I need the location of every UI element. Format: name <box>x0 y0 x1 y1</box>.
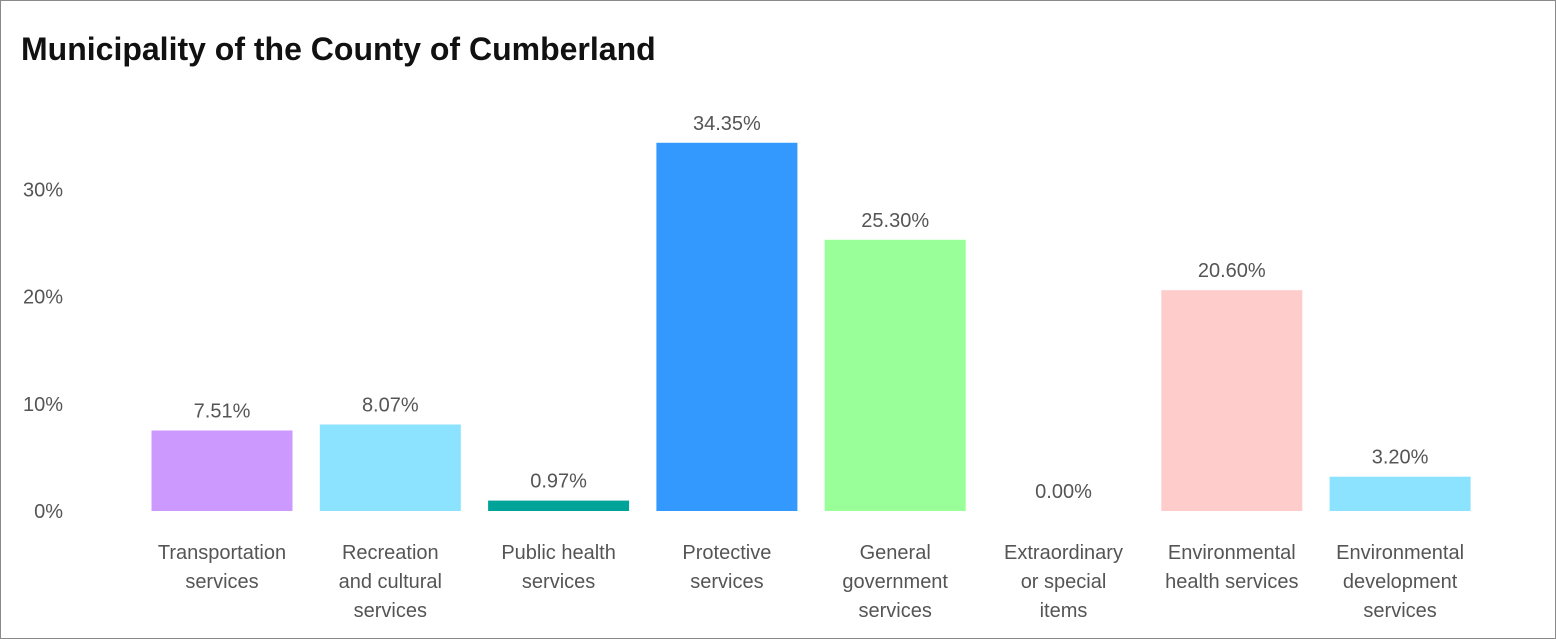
x-tick-label: Recreation <box>342 542 439 564</box>
x-tick-label: Protective <box>682 542 771 564</box>
x-tick-label: Environmental <box>1336 542 1464 564</box>
x-tick-label: Public health <box>501 542 616 564</box>
y-tick-label: 30% <box>23 179 63 201</box>
x-tick-label: Transportation <box>158 542 286 564</box>
data-label: 34.35% <box>693 113 761 135</box>
x-tick-label: health services <box>1165 571 1298 593</box>
x-tick-label: and cultural <box>339 571 442 593</box>
x-tick-label: or special <box>1021 571 1107 593</box>
x-tick-label: Extraordinary <box>1004 542 1123 564</box>
x-tick-label: development <box>1343 571 1458 593</box>
data-label: 25.30% <box>861 210 929 232</box>
bar <box>656 142 798 511</box>
x-tick-label: services <box>690 571 763 593</box>
x-tick-label: General <box>860 542 931 564</box>
x-tick-label: government <box>842 571 948 593</box>
bar <box>319 424 461 511</box>
bar <box>151 430 293 511</box>
x-tick-label: services <box>185 571 258 593</box>
bar <box>1161 290 1303 511</box>
x-tick-label: services <box>1363 600 1436 622</box>
bar <box>824 239 966 511</box>
data-label: 20.60% <box>1198 260 1266 282</box>
y-tick-label: 20% <box>23 287 63 309</box>
x-tick-label: services <box>354 600 427 622</box>
data-label: 3.20% <box>1372 447 1429 469</box>
bar <box>1329 476 1471 511</box>
data-label: 0.97% <box>530 471 587 493</box>
x-tick-label: items <box>1040 600 1088 622</box>
x-tick-label: services <box>522 571 595 593</box>
data-label: 8.07% <box>362 394 419 416</box>
data-label: 7.51% <box>194 400 251 422</box>
bar <box>488 500 630 511</box>
x-tick-label: Environmental <box>1168 542 1296 564</box>
y-tick-label: 0% <box>34 501 63 523</box>
y-tick-label: 10% <box>23 394 63 416</box>
chart-title: Municipality of the County of Cumberland <box>21 31 656 67</box>
data-label: 0.00% <box>1035 481 1092 503</box>
x-tick-label: services <box>859 600 932 622</box>
